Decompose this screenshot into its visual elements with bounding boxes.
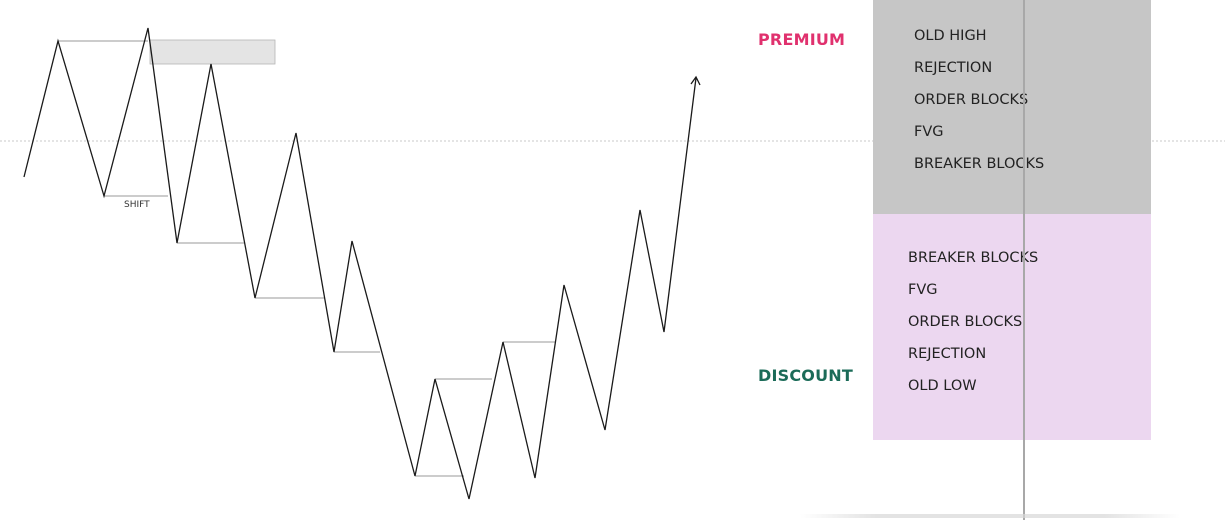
- price-path: [23, 27, 697, 500]
- discount-item-old-low: OLD LOW: [908, 378, 977, 394]
- discount-confluence-list: BREAKER BLOCKS FVG ORDER BLOCKS REJECTIO…: [908, 248, 1038, 408]
- bottom-faint-bar: [800, 514, 1180, 518]
- premium-item-breaker-blocks: BREAKER BLOCKS: [914, 156, 1045, 172]
- discount-item-order-blocks: ORDER BLOCKS: [908, 314, 1023, 330]
- premium-item-old-high: OLD HIGH: [914, 28, 987, 44]
- premium-item-rejection: REJECTION: [914, 60, 993, 76]
- premium-item-fvg: FVG: [914, 124, 944, 140]
- level-lines: [58, 40, 556, 477]
- discount-item-rejection: REJECTION: [908, 346, 987, 362]
- discount-label: DISCOUNT: [758, 366, 853, 385]
- arrow-head-icon: [690, 75, 701, 86]
- highlight-rectangle: [149, 39, 276, 65]
- discount-item-fvg: FVG: [908, 282, 938, 298]
- premium-zone-box: [873, 0, 1151, 214]
- vertical-divider-line: [1023, 0, 1025, 520]
- premium-label: PREMIUM: [758, 30, 846, 49]
- discount-item-breaker-blocks: BREAKER BLOCKS: [908, 250, 1039, 266]
- shift-label: SHIFT: [124, 200, 150, 210]
- discount-zone-box: [873, 214, 1151, 440]
- premium-confluence-list: OLD HIGH REJECTION ORDER BLOCKS FVG BREA…: [914, 26, 1044, 186]
- premium-item-order-blocks: ORDER BLOCKS: [914, 92, 1029, 108]
